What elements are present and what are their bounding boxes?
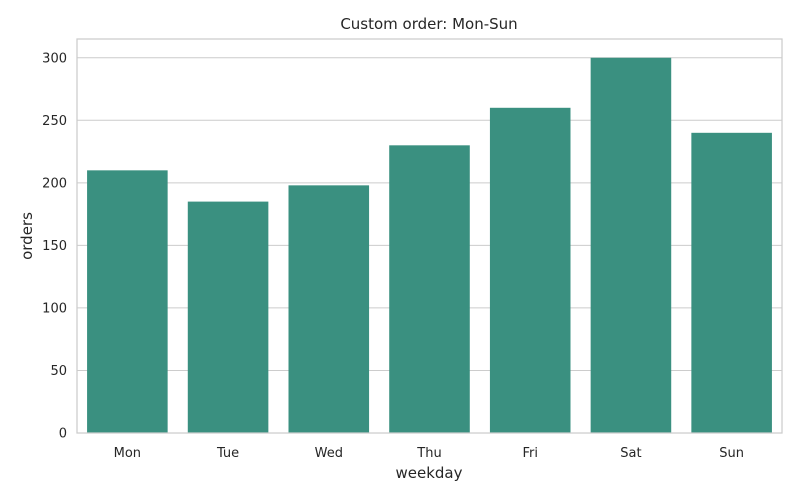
bars-layer — [87, 57, 772, 434]
y-tick-label: 0 — [59, 427, 67, 442]
x-tick-label-thu: Thu — [416, 446, 441, 461]
y-tick-label: 250 — [42, 114, 67, 129]
bar-thu — [389, 145, 470, 434]
x-tick-label-tue: Tue — [216, 446, 239, 461]
x-axis-label: weekday — [395, 464, 462, 482]
bar-wed — [288, 185, 370, 433]
y-tick-label: 200 — [42, 176, 67, 191]
bar-mon — [87, 170, 168, 434]
bar-sat — [590, 57, 672, 434]
chart-title: Custom order: Mon-Sun — [340, 15, 517, 33]
y-tick-label: 50 — [50, 364, 67, 379]
bar-tue — [187, 201, 269, 433]
y-axis-label: orders — [18, 212, 36, 260]
y-tick-label: 150 — [42, 239, 67, 254]
bar-sun — [691, 132, 772, 434]
x-tick-label-sat: Sat — [620, 446, 641, 461]
x-tick-label-sun: Sun — [719, 446, 744, 461]
x-tick-label-fri: Fri — [522, 446, 538, 461]
y-tick-label: 300 — [42, 51, 67, 66]
y-tick-labels: 0 50 100 150 200 250 300 — [42, 51, 67, 441]
bar-fri — [489, 107, 571, 434]
x-tick-label-mon: Mon — [114, 446, 141, 461]
x-tick-labels: Mon Tue Wed Thu Fri Sat Sun — [114, 446, 744, 461]
y-tick-label: 100 — [42, 301, 67, 316]
x-tick-label-wed: Wed — [315, 446, 343, 461]
plot-frame — [76, 38, 783, 434]
